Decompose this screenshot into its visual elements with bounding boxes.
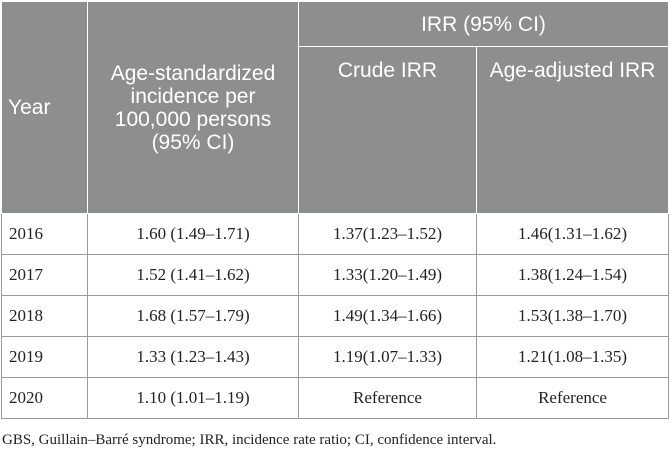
results-table-container: Year Age-standardized incidence per 100,…: [1, 1, 670, 419]
table-body: 2016 1.60 (1.49–1.71) 1.37(1.23–1.52) 1.…: [1, 213, 670, 419]
cell-crude-irr: 1.37(1.23–1.52): [298, 213, 477, 255]
cell-crude-irr: 1.49(1.34–1.66): [298, 295, 477, 337]
incidence-table: Year Age-standardized incidence per 100,…: [1, 1, 670, 419]
cell-age-adjusted-irr: Reference: [475, 377, 670, 419]
cell-year: 2020: [1, 377, 88, 419]
table-header: Year Age-standardized incidence per 100,…: [1, 1, 670, 214]
header-crude-irr: Crude IRR: [298, 46, 477, 214]
cell-incidence: 1.33 (1.23–1.43): [87, 336, 299, 378]
cell-crude-irr: Reference: [298, 377, 477, 419]
cell-incidence: 1.60 (1.49–1.71): [87, 213, 299, 255]
cell-age-adjusted-irr: 1.38(1.24–1.54): [475, 254, 670, 296]
cell-crude-irr: 1.19(1.07–1.33): [298, 336, 477, 378]
cell-incidence: 1.10 (1.01–1.19): [87, 377, 299, 419]
cell-year: 2017: [1, 254, 88, 296]
cell-age-adjusted-irr: 1.46(1.31–1.62): [475, 213, 670, 255]
table-row: 2019 1.33 (1.23–1.43) 1.19(1.07–1.33) 1.…: [1, 336, 670, 378]
table-row: 2020 1.10 (1.01–1.19) Reference Referenc…: [1, 377, 670, 419]
cell-age-adjusted-irr: 1.53(1.38–1.70): [475, 295, 670, 337]
header-row-top: Year Age-standardized incidence per 100,…: [1, 1, 670, 214]
header-irr-group: IRR (95% CI): [297, 1, 670, 47]
header-incidence: Age-standardized incidence per 100,000 p…: [87, 1, 299, 214]
cell-incidence: 1.52 (1.41–1.62): [87, 254, 299, 296]
table-footnote: GBS, Guillain–Barré syndrome; IRR, incid…: [2, 432, 497, 448]
cell-year: 2019: [1, 336, 88, 378]
header-age-adjusted-irr: Age-adjusted IRR: [475, 46, 670, 214]
cell-year: 2018: [1, 295, 88, 337]
table-row: 2017 1.52 (1.41–1.62) 1.33(1.20–1.49) 1.…: [1, 254, 670, 296]
cell-year: 2016: [1, 213, 88, 255]
header-row-sub: Crude IRR Age-adjusted IRR: [2, 46, 670, 214]
table-row: 2016 1.60 (1.49–1.71) 1.37(1.23–1.52) 1.…: [1, 213, 670, 255]
cell-incidence: 1.68 (1.57–1.79): [87, 295, 299, 337]
cell-age-adjusted-irr: 1.21(1.08–1.35): [475, 336, 670, 378]
header-year: Year: [1, 1, 88, 214]
cell-crude-irr: 1.33(1.20–1.49): [298, 254, 477, 296]
table-row: 2018 1.68 (1.57–1.79) 1.49(1.34–1.66) 1.…: [1, 295, 670, 337]
